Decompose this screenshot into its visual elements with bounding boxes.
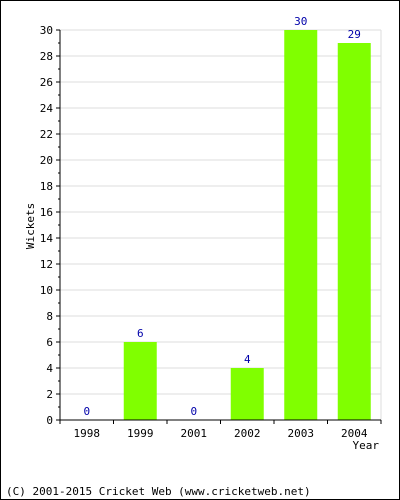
x-tick-label-1998: 1998 [74, 427, 101, 440]
data-label-1998: 0 [83, 405, 90, 418]
data-label-2001: 0 [190, 405, 197, 418]
y-tick-label: 8 [46, 310, 53, 323]
y-tick-label: 0 [46, 414, 53, 427]
x-axis-title: Year [353, 439, 380, 452]
y-tick-label: 2 [46, 388, 53, 401]
y-tick-label: 14 [40, 232, 54, 245]
data-label-2002: 4 [244, 353, 251, 366]
copyright-footer: (C) 2001-2015 Cricket Web (www.cricketwe… [6, 485, 311, 498]
x-tick-label-2002: 2002 [234, 427, 261, 440]
x-tick-label-1999: 1999 [127, 427, 154, 440]
y-tick-label: 26 [40, 76, 53, 89]
grid-lines [60, 29, 382, 420]
y-tick-label: 6 [46, 336, 53, 349]
bar-2002 [230, 368, 264, 420]
bar-1999 [123, 342, 157, 420]
y-axis-title: Wickets [24, 203, 37, 249]
x-tick-label-2004: 2004 [341, 427, 368, 440]
bars [123, 30, 371, 420]
y-tick-label: 30 [40, 24, 53, 37]
y-tick-label: 28 [40, 50, 53, 63]
data-label-1999: 6 [137, 327, 144, 340]
axes [56, 29, 382, 424]
bar-2004 [337, 43, 371, 420]
y-tick-label: 24 [40, 102, 54, 115]
data-label-2004: 29 [348, 28, 361, 41]
y-tick-label: 18 [40, 180, 53, 193]
y-tick-label: 22 [40, 128, 53, 141]
data-label-2003: 30 [294, 15, 307, 28]
y-tick-label: 4 [46, 362, 53, 375]
y-tick-label: 12 [40, 258, 53, 271]
bar-2003 [284, 30, 318, 420]
y-tick-label: 20 [40, 154, 53, 167]
x-tick-label-2003: 2003 [288, 427, 315, 440]
labels: 0246810121416182022242628300199861999020… [40, 15, 368, 440]
y-tick-label: 16 [40, 206, 53, 219]
x-tick-label-2001: 2001 [181, 427, 208, 440]
y-tick-label: 10 [40, 284, 53, 297]
